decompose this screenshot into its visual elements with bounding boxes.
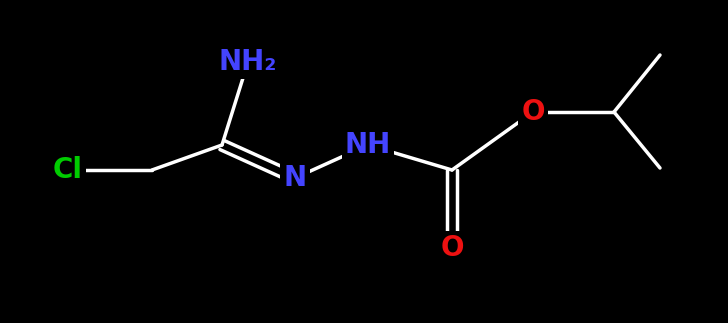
Text: NH: NH: [345, 131, 391, 159]
Text: N: N: [283, 164, 306, 192]
Text: O: O: [521, 98, 545, 126]
Text: O: O: [440, 234, 464, 262]
Text: NH₂: NH₂: [219, 48, 277, 76]
Text: Cl: Cl: [53, 156, 83, 184]
